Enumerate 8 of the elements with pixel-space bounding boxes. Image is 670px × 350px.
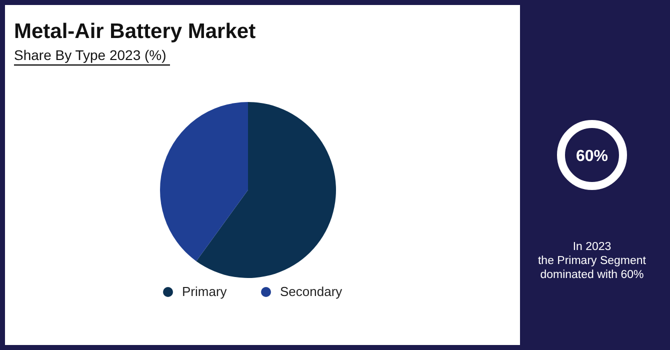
pie-slice xyxy=(160,102,248,262)
pie-slice xyxy=(196,102,336,278)
legend-label: Primary xyxy=(182,284,228,299)
text: 60% xyxy=(576,148,608,165)
legend-label: Secondary xyxy=(280,284,343,299)
chart-subtitle: Share By Type 2023 (%) xyxy=(14,47,166,63)
chart-title: Metal-Air Battery Market xyxy=(14,20,256,43)
text: In 2023 the Primary Segment dominated with 60% xyxy=(538,241,647,281)
